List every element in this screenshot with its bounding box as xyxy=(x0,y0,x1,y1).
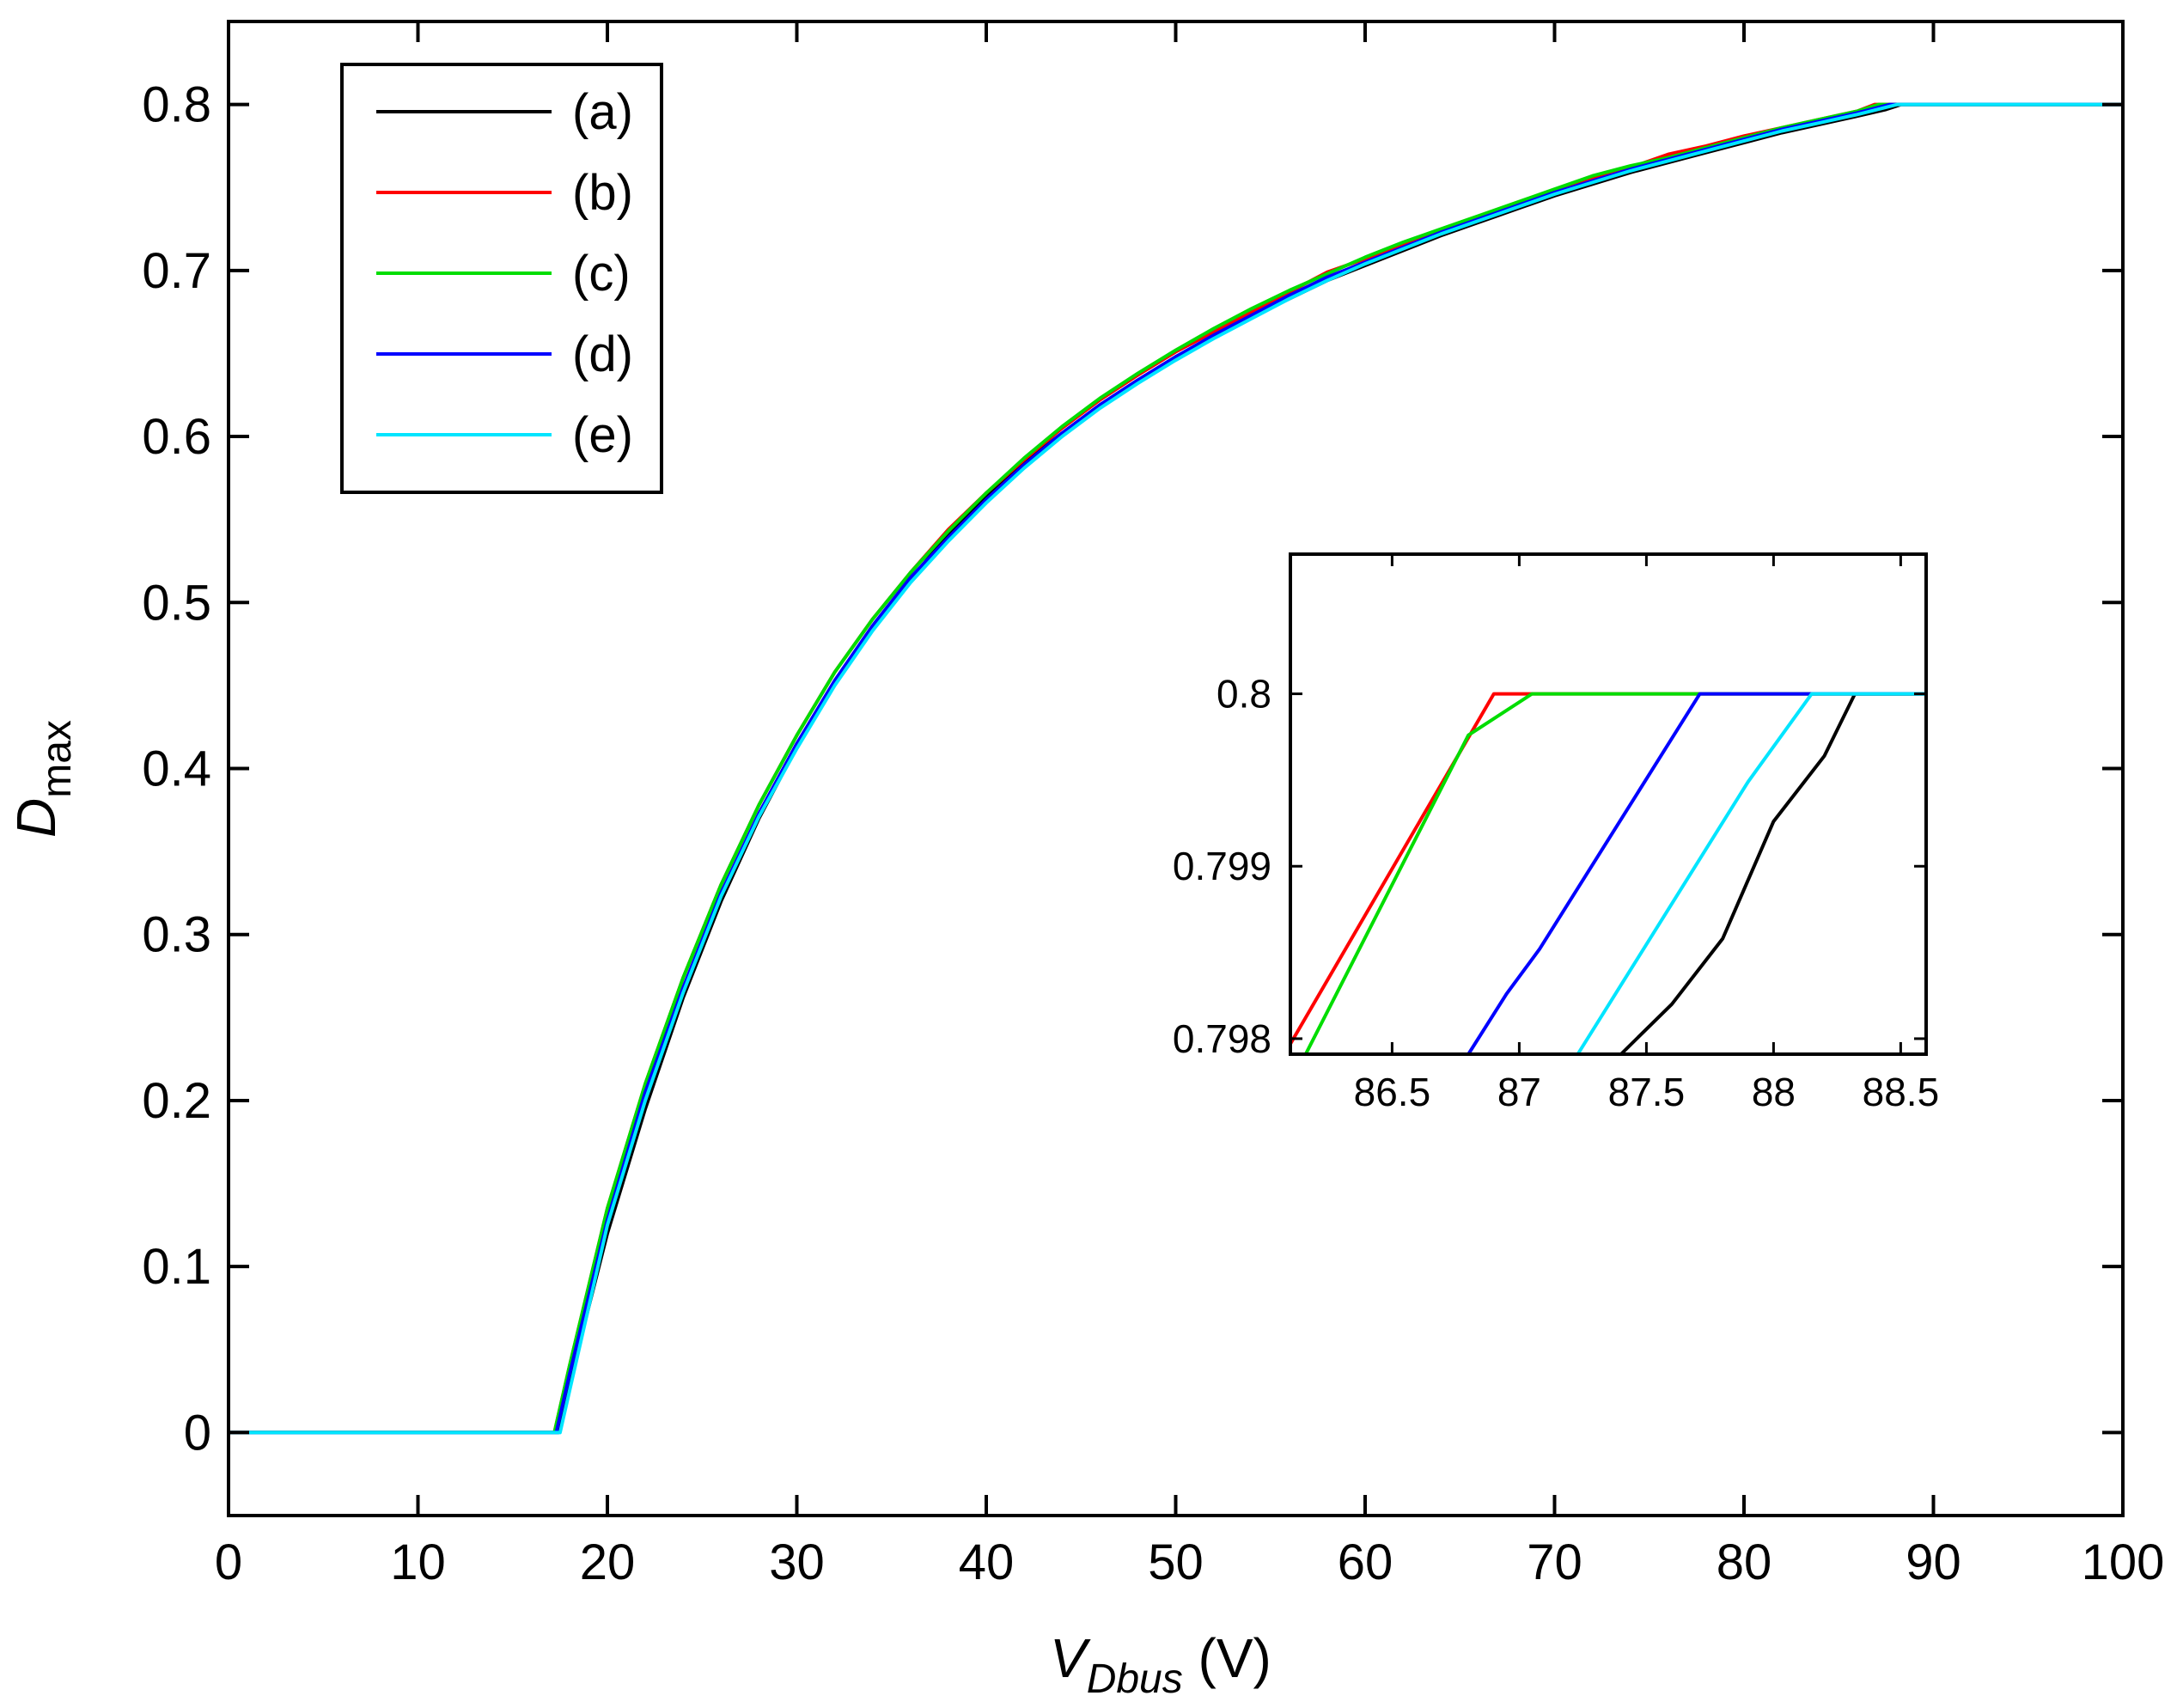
inset-y-tick-label: 0.799 xyxy=(1173,844,1271,888)
x-axis-title: VDbus (V) xyxy=(1050,1627,1271,1702)
legend-box xyxy=(340,63,663,494)
legend-label-c: (c) xyxy=(572,246,631,302)
inset-x-tick-label: 88.5 xyxy=(1863,1070,1940,1114)
legend-entries: (a) (b) (c) (d) (e) xyxy=(376,84,633,463)
y-axis-title-subscript: max xyxy=(34,720,80,798)
y-axis-title: Dmax xyxy=(5,720,80,838)
inset-series-line-e xyxy=(1576,692,1926,1054)
x-tick-label: 20 xyxy=(580,1534,636,1590)
inset-plot: 86.5 87 87.5 88 88.5 0.798 0.799 0.8 xyxy=(1173,552,1939,1114)
main-axis-ticks: 0 10 20 30 40 50 60 70 80 90 100 0 0.1 0.2 0.3 0.4 0.5 0.… xyxy=(142,21,2164,1590)
main-series-group xyxy=(229,102,2123,1435)
inset-y-tick-label: 0.8 xyxy=(1217,672,1271,717)
legend-label-d: (d) xyxy=(572,326,633,382)
x-tick-label: 10 xyxy=(390,1534,446,1590)
x-tick-label: 70 xyxy=(1527,1534,1582,1590)
x-tick-label: 90 xyxy=(1906,1534,1961,1590)
x-tick-label: 100 xyxy=(2082,1534,2165,1590)
series-line-e xyxy=(229,102,2123,1435)
inset-x-tick-label: 88 xyxy=(1752,1070,1796,1114)
y-tick-label: 0.6 xyxy=(142,409,211,465)
x-axis-title-unit: (V) xyxy=(1183,1627,1271,1689)
y-tick-label: 0.7 xyxy=(142,243,211,299)
y-tick-label: 0.4 xyxy=(142,741,211,797)
y-tick-label: 0.1 xyxy=(142,1239,211,1295)
inset-x-tick-label: 87.5 xyxy=(1608,1070,1686,1114)
legend: (a) (b) (c) (d) (e) xyxy=(340,63,663,494)
y-tick-label: 0.5 xyxy=(142,575,211,631)
legend-label-b: (b) xyxy=(572,165,633,221)
legend-label-a: (a) xyxy=(572,84,633,140)
x-axis-title-subscript: Dbus xyxy=(1087,1656,1183,1702)
y-tick-label: 0.3 xyxy=(142,907,211,963)
inset-x-tick-label: 86.5 xyxy=(1354,1070,1431,1114)
inset-series-line-d xyxy=(1467,692,1926,1054)
inset-series-group xyxy=(1290,692,1926,1054)
inset-frame xyxy=(1289,552,1928,1056)
x-tick-label: 0 xyxy=(215,1534,242,1590)
x-axis-title-main: V xyxy=(1050,1627,1091,1689)
inset-background xyxy=(1290,554,1926,1054)
y-axis-title-main: D xyxy=(5,798,67,838)
inset-y-tick-label: 0.798 xyxy=(1173,1016,1271,1061)
legend-label-e: (e) xyxy=(572,407,633,463)
inset-axis-ticks: 86.5 87 87.5 88 88.5 0.798 0.799 0.8 xyxy=(1173,554,1939,1114)
y-tick-label: 0.2 xyxy=(142,1073,211,1129)
x-tick-label: 40 xyxy=(959,1534,1015,1590)
x-tick-label: 80 xyxy=(1717,1534,1772,1590)
x-tick-label: 30 xyxy=(769,1534,825,1590)
x-tick-label: 60 xyxy=(1338,1534,1393,1590)
y-tick-label: 0 xyxy=(184,1405,211,1461)
y-tick-label: 0.8 xyxy=(142,77,211,133)
x-tick-label: 50 xyxy=(1148,1534,1204,1590)
inset-x-tick-label: 87 xyxy=(1497,1070,1541,1114)
